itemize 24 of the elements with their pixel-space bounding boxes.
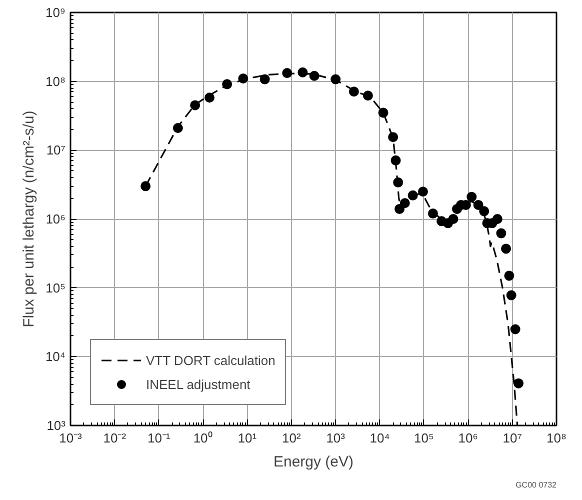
y-tick-label: 10⁹ [45,5,66,20]
x-tick-label: 10⁻¹ [147,430,171,446]
x-tick-label: 10⁰ [193,430,213,446]
x-tick-label: 10⁵ [414,430,434,446]
y-axis-title: Flux per unit lethargy (n/cm²-s/u) [20,110,38,328]
legend-label: VTT DORT calculation [146,352,276,368]
x-tick-label: 10⁷ [502,430,522,446]
x-tick-label: 10⁶ [458,430,478,446]
text: GC00 0732 [516,480,558,490]
x-tick-label: 10⁸ [546,430,566,446]
y-tick-label: 10⁴ [45,349,66,364]
y-tick-label: 10⁷ [46,142,66,158]
x-tick-label: 10⁻³ [59,430,83,446]
x-tick-label: 10² [282,430,302,446]
y-tick-label: 10⁵ [46,280,66,296]
y-tick-label: 10⁶ [46,212,66,226]
x-tick-label: 10¹ [238,430,258,446]
x-axis-title: Energy (eV) [273,454,354,470]
legend-label: INEEL adjustment [146,376,250,392]
y-tick-label: 10⁸ [46,74,66,89]
x-tick-label: 10⁴ [370,430,390,446]
y-tick-label: 10³ [46,418,66,433]
x-tick-label: 10³ [326,430,346,446]
x-tick-label: 10⁻² [103,430,127,446]
